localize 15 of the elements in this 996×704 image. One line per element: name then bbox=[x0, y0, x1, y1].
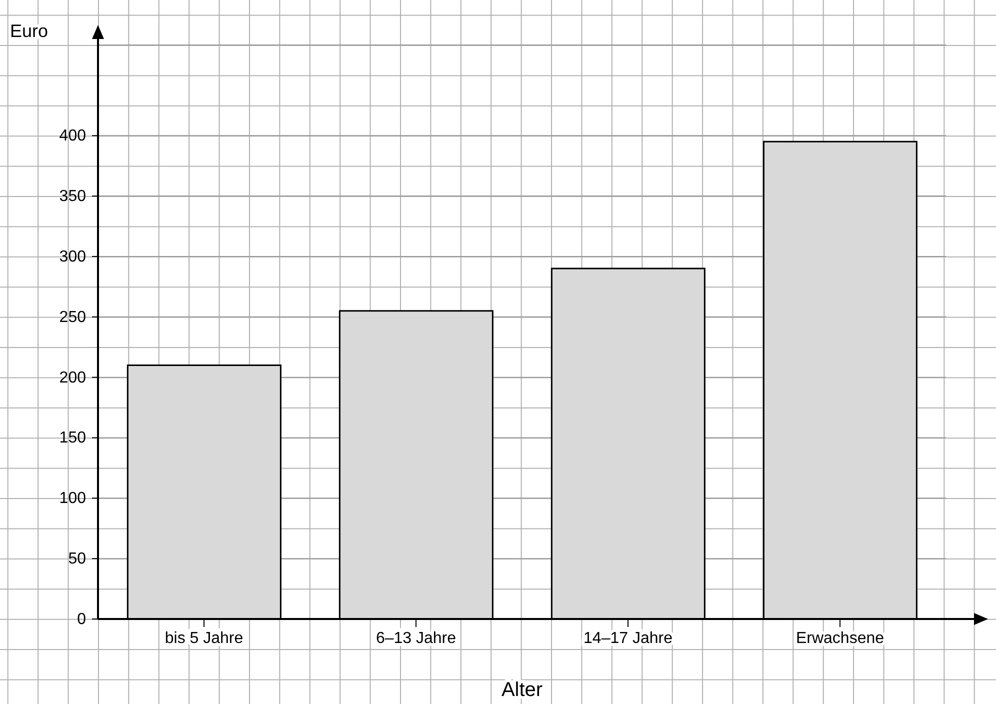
y-tick-label: 0 bbox=[77, 611, 86, 628]
y-tick-label: 150 bbox=[59, 430, 86, 447]
y-axis-title: Euro bbox=[10, 21, 48, 41]
x-tick-label: 14–17 Jahre bbox=[584, 630, 673, 647]
x-tick-label: 6–13 Jahre bbox=[376, 630, 456, 647]
y-tick-label: 300 bbox=[59, 248, 86, 266]
y-tick-label: 250 bbox=[59, 308, 86, 326]
y-tick-label: 200 bbox=[59, 369, 86, 386]
x-tick-label: bis 5 Jahre bbox=[164, 630, 244, 647]
y-tick-label: 100 bbox=[59, 490, 86, 508]
y-tick-label: 350 bbox=[59, 188, 86, 206]
x-tick-label: Erwachsene bbox=[796, 630, 884, 647]
y-tick-label: 50 bbox=[68, 550, 86, 568]
y-tick-label: 400 bbox=[59, 128, 86, 145]
x-axis-title: Alter bbox=[501, 679, 543, 701]
